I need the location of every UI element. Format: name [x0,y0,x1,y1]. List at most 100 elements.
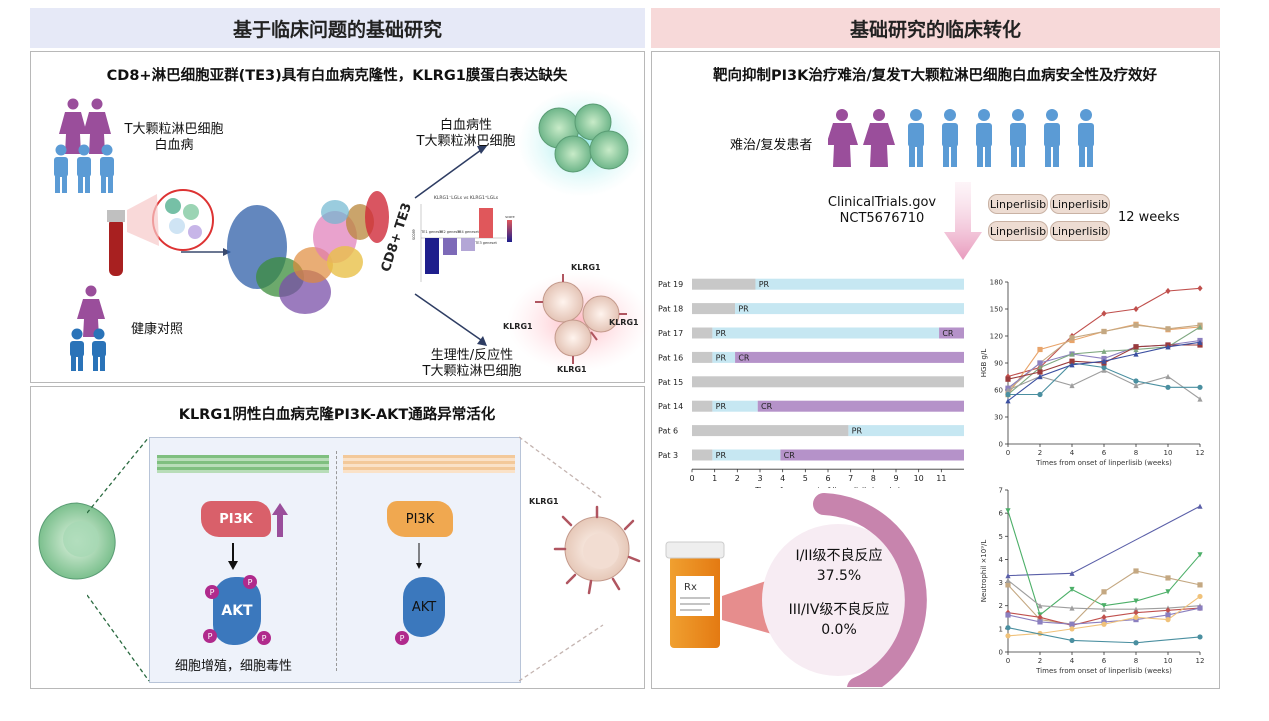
x-tick-label: 8 [1134,449,1138,457]
data-point [1069,362,1075,368]
data-point [1133,305,1139,313]
swimmer-response-label: PR [716,402,727,411]
data-point [1101,589,1107,595]
healthy-label: 健康对照 [131,322,184,337]
membrane-green [157,455,329,473]
swimmer-response-label: PR [852,427,863,436]
data-point [1037,346,1043,353]
y-tick-label: 5 [999,533,1003,541]
panel-b-title: KLRG1阴性白血病克隆PI3K-AKT通路异常活化 [178,407,496,423]
swimmer-plot: Pat 19 PR Pat 18 PR Pat 17 PR CR Pat 16 PR CR Pat … [658,278,964,488]
data-point [1165,612,1171,618]
data-point [1133,346,1139,353]
data-point [1069,351,1075,357]
data-point [1037,603,1043,609]
drug-pill-4: Linperlisib [1050,221,1110,241]
klrg1-label-2: KLRG1 [503,322,533,331]
reactive-cell-cluster [507,272,651,372]
y-axis-label: HGB g/L [980,349,988,378]
data-point [1069,570,1075,576]
y-tick-label: 1 [999,625,1003,633]
y-tick-label: 60 [994,387,1003,395]
y-tick-label: 0 [999,441,1003,449]
data-point [1005,398,1011,404]
ae-grade12-value: 37.5% [816,568,862,584]
arrow-to-tsne-icon [181,248,231,256]
swimmer-segment [735,351,964,363]
x-tick-label: 4 [1070,449,1075,457]
mini-bar-label-4: TE3 geneset [474,241,497,245]
x-tick-label: 0 [1006,657,1010,665]
treatment-arrow-icon [944,182,982,260]
data-point [1165,326,1171,332]
leukemic-label-line2: T大颗粒淋巴细胞 [416,134,516,149]
y-tick-label: 180 [990,279,1003,287]
data-point [1005,633,1011,639]
arrow-up-icon [414,146,487,199]
patient-label: T大颗粒淋巴细胞 白血病 [109,122,239,154]
data-point [1037,360,1043,366]
akt-normal-shape: AKT [403,577,445,637]
x-tick-label: 0 [1006,449,1010,457]
swimmer-segment [780,449,964,461]
mini-chart-legend-title: score [505,215,514,219]
phospho-icon-1: P [205,585,219,599]
x-tick-label: 12 [1196,449,1205,457]
data-point [1165,589,1171,595]
data-point [1005,612,1011,618]
data-point [1069,637,1075,644]
data-point [1197,324,1203,330]
swimmer-row-label: Pat 17 [658,329,683,338]
swimmer-response-label: PR [716,353,727,362]
trial-number: NCT5676710 [839,211,925,226]
treatment-duration: 12 weeks [1118,210,1180,225]
swimmer-response-label: CR [761,402,773,411]
mini-chart-ylabel: score [411,229,416,240]
swimmer-x-tick-label: 9 [893,474,898,483]
x-axis-label: Times from onset of linperlisib (weeks) [1035,667,1172,675]
data-point [1005,508,1011,514]
divider-line [336,451,337,671]
data-point [1069,337,1075,344]
ae-grade12-text: I/II级不良反应 [795,548,883,564]
data-point [1197,339,1203,345]
data-point [1101,606,1107,612]
data-point [1101,367,1107,373]
swimmer-response-label: CR [942,329,954,338]
data-point [1197,503,1203,509]
panel-a: CD8+淋巴细胞亚群(TE3)具有白血病克隆性，KLRG1膜蛋白表达缺失 T大颗… [30,51,651,383]
swimmer-segment [712,400,758,412]
data-point [1165,373,1171,380]
swimmer-x-axis-label: Times from onset of linperlisib (weeks) [754,486,901,488]
x-tick-label: 6 [1102,657,1107,665]
data-point [1165,287,1171,295]
ae-grade12-label: I/II级不良反应 37.5% [746,546,932,586]
swimmer-row-label: Pat 18 [658,305,683,314]
data-point [1133,344,1139,350]
x-tick-label: 12 [1196,657,1205,665]
data-point [1005,387,1011,393]
data-point [1037,619,1043,625]
data-point [1197,396,1203,402]
y-tick-label: 4 [999,556,1004,564]
swimmer-response-label: PR [738,305,749,314]
data-point [1197,384,1203,390]
data-point [1005,577,1011,583]
swimmer-segment [692,400,713,412]
swimmer-x-tick-label: 0 [689,474,694,483]
swimmer-row-label: Pat 16 [658,353,683,362]
data-point [1133,640,1139,646]
zoom-lines-left [87,436,150,682]
swimmer-segment [692,278,756,290]
data-point [1005,573,1011,579]
data-point [1101,328,1107,335]
data-point [1133,598,1139,604]
swimmer-x-tick-label: 11 [936,474,946,483]
swimmer-segment [692,425,849,437]
swimmer-x-tick-label: 3 [757,474,762,483]
mini-bar-label-1: TE1 geneset [420,230,443,234]
swimmer-response-label: PR [716,329,727,338]
data-point [1133,614,1139,620]
x-tick-label: 10 [1164,657,1173,665]
